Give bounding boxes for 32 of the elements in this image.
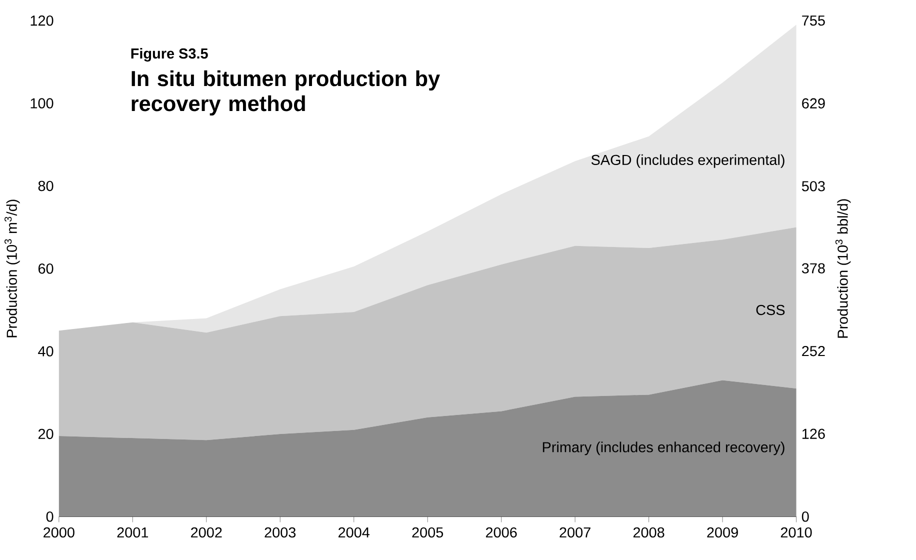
y2-tick-label: 378	[802, 263, 825, 274]
y-axis-title: Production (10$^{3}$ m$^{3}$/d)	[4, 200, 20, 338]
x-tick-label: 2006	[486, 527, 517, 538]
y-tick-label: 60	[38, 263, 54, 274]
y-tick-label: 20	[38, 428, 54, 440]
y2-tick-label: 503	[802, 181, 825, 192]
y-tick-label: 40	[38, 346, 54, 356]
annotation: Figure S3.5	[131, 48, 208, 62]
x-tick-label: 2005	[412, 527, 444, 538]
y2-axis-title: Production (10$^{3}$ bbl/d)	[835, 199, 851, 338]
x-tick-label: 2003	[264, 527, 296, 538]
x-tick-label: 2000	[44, 527, 74, 538]
y-tick-label: 100	[30, 98, 54, 108]
x-tick-label: 2007	[560, 527, 590, 538]
x-tick-label: 2009	[707, 527, 738, 538]
series-label: CSS	[756, 304, 785, 316]
y2-tick-label: 126	[802, 428, 825, 439]
y-tick-label: 120	[30, 15, 54, 26]
series-label: Primary (includes enhanced recovery)	[542, 442, 784, 456]
y-tick-label: 80	[38, 180, 54, 192]
x-tick-label: 2010	[780, 527, 812, 538]
series-label: SAGD (includes experimental)	[591, 154, 784, 168]
y2-tick-label: 252	[802, 346, 825, 356]
y2-tick-label: 629	[802, 98, 825, 108]
x-tick-label: 2001	[117, 527, 148, 538]
x-tick-label: 2004	[338, 527, 370, 538]
y2-tick-label: 0	[802, 511, 809, 522]
x-tick-label: 2002	[191, 527, 222, 538]
text: In situ bitumen production by recovery method	[132, 70, 440, 116]
x-tick-label: 2008	[633, 527, 664, 538]
y2-tick-label: 755	[802, 16, 825, 26]
y-tick-label: 0	[46, 511, 54, 522]
